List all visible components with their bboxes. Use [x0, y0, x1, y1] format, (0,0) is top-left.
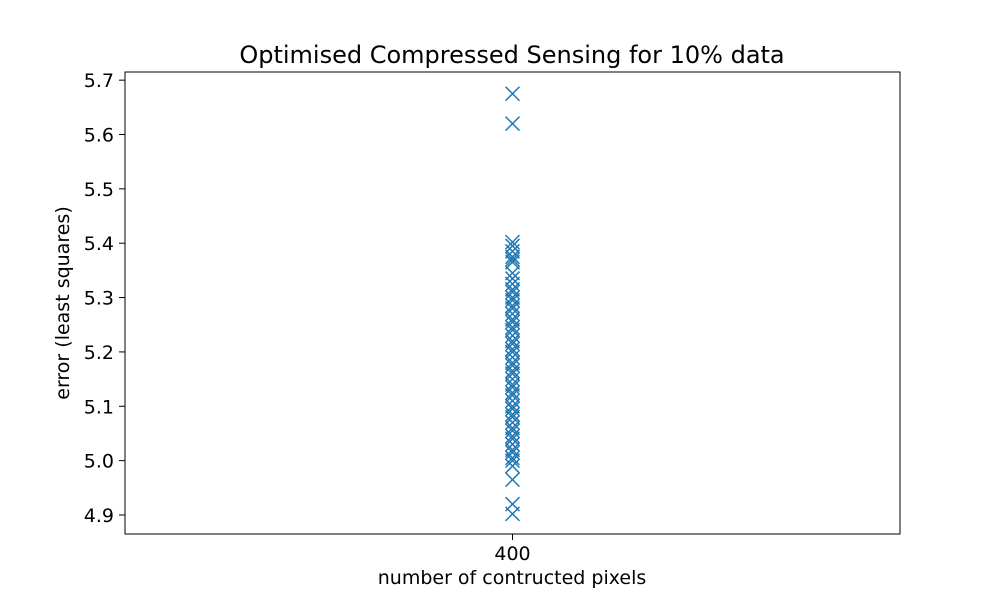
- data-point: [504, 444, 521, 461]
- data-point: [504, 306, 521, 322]
- data-point: [504, 450, 521, 466]
- y-tick-label: 5.0: [84, 451, 114, 473]
- data-point: [504, 371, 521, 387]
- data-point: [504, 251, 521, 268]
- data-point: [504, 420, 521, 436]
- y-axis-ticks: 4.9 5.0 5.1 5.2 5.3 5.4 5.5 5.6 5.7: [84, 70, 125, 527]
- data-point: [504, 281, 521, 297]
- data-point: [504, 357, 521, 374]
- data-point: [504, 409, 521, 425]
- y-tick-label: 5.7: [84, 70, 114, 92]
- data-point: [504, 336, 521, 352]
- data-point: [504, 349, 521, 365]
- y-tick-label: 5.2: [84, 342, 114, 364]
- chart-title: Optimised Compressed Sensing for 10% dat…: [239, 41, 784, 69]
- data-point: [504, 431, 521, 447]
- data-point: [504, 300, 521, 316]
- data-point: [504, 453, 521, 469]
- plot-area-frame: [124, 71, 901, 535]
- data-point: [504, 428, 521, 444]
- data-point: [504, 506, 521, 522]
- data-point: [504, 406, 521, 422]
- data-point: [504, 385, 521, 401]
- data-point: [504, 243, 521, 259]
- data-point: [504, 379, 521, 395]
- data-point: [504, 314, 521, 330]
- data-point: [504, 355, 521, 371]
- y-tick-label: 5.4: [84, 233, 114, 255]
- data-point: [504, 436, 521, 452]
- data-point: [504, 290, 521, 306]
- data-point: [504, 249, 521, 265]
- data-point: [504, 442, 521, 458]
- data-point: [504, 363, 521, 379]
- x-axis-ticks: 400: [494, 534, 531, 565]
- data-point: [504, 423, 521, 439]
- data-point: [504, 265, 521, 281]
- data-points: [504, 86, 521, 522]
- x-tick-label: 400: [494, 543, 530, 565]
- data-point: [504, 341, 521, 357]
- data-point: [504, 86, 521, 102]
- data-point: [504, 366, 521, 382]
- data-point: [504, 415, 521, 431]
- data-point: [504, 322, 521, 338]
- y-tick-label: 5.1: [84, 396, 114, 418]
- data-point: [504, 311, 521, 327]
- data-point: [504, 319, 521, 335]
- y-axis-label: error (least squares): [52, 206, 74, 400]
- data-point: [504, 398, 521, 414]
- x-axis-label: number of contructed pixels: [378, 567, 647, 589]
- data-point: [504, 328, 521, 344]
- y-tick-label: 5.5: [84, 179, 114, 201]
- data-point: [504, 393, 521, 409]
- data-point: [504, 238, 521, 254]
- data-point: [504, 271, 521, 287]
- data-point: [504, 292, 521, 308]
- data-point: [504, 401, 521, 417]
- data-point: [504, 344, 521, 360]
- y-tick-label: 5.3: [84, 288, 114, 310]
- data-point: [504, 472, 521, 488]
- data-point: [504, 284, 521, 300]
- y-tick-label: 5.6: [84, 125, 114, 147]
- data-point: [504, 458, 521, 474]
- data-point: [504, 254, 521, 270]
- data-point: [504, 276, 521, 292]
- data-point: [504, 333, 521, 349]
- data-point: [504, 387, 521, 403]
- data-point: [504, 376, 521, 393]
- data-point: [504, 298, 521, 314]
- y-tick-label: 4.9: [84, 505, 114, 527]
- data-point: [504, 116, 521, 132]
